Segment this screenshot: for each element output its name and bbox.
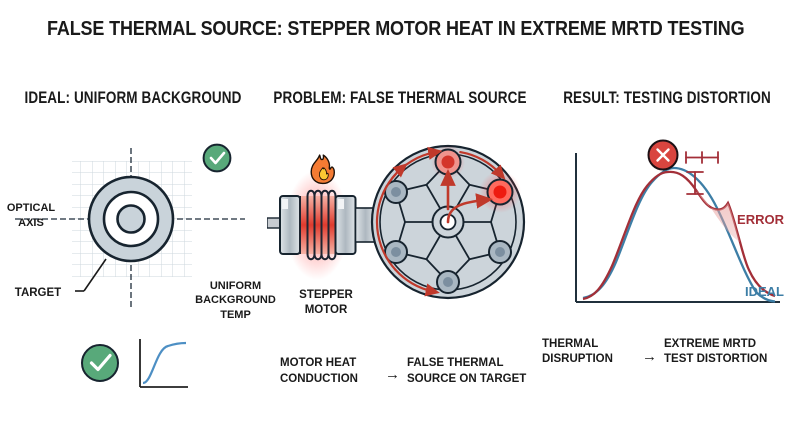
svg-text:IDEAL: IDEAL — [745, 284, 784, 299]
svg-text:ERROR: ERROR — [737, 212, 785, 227]
